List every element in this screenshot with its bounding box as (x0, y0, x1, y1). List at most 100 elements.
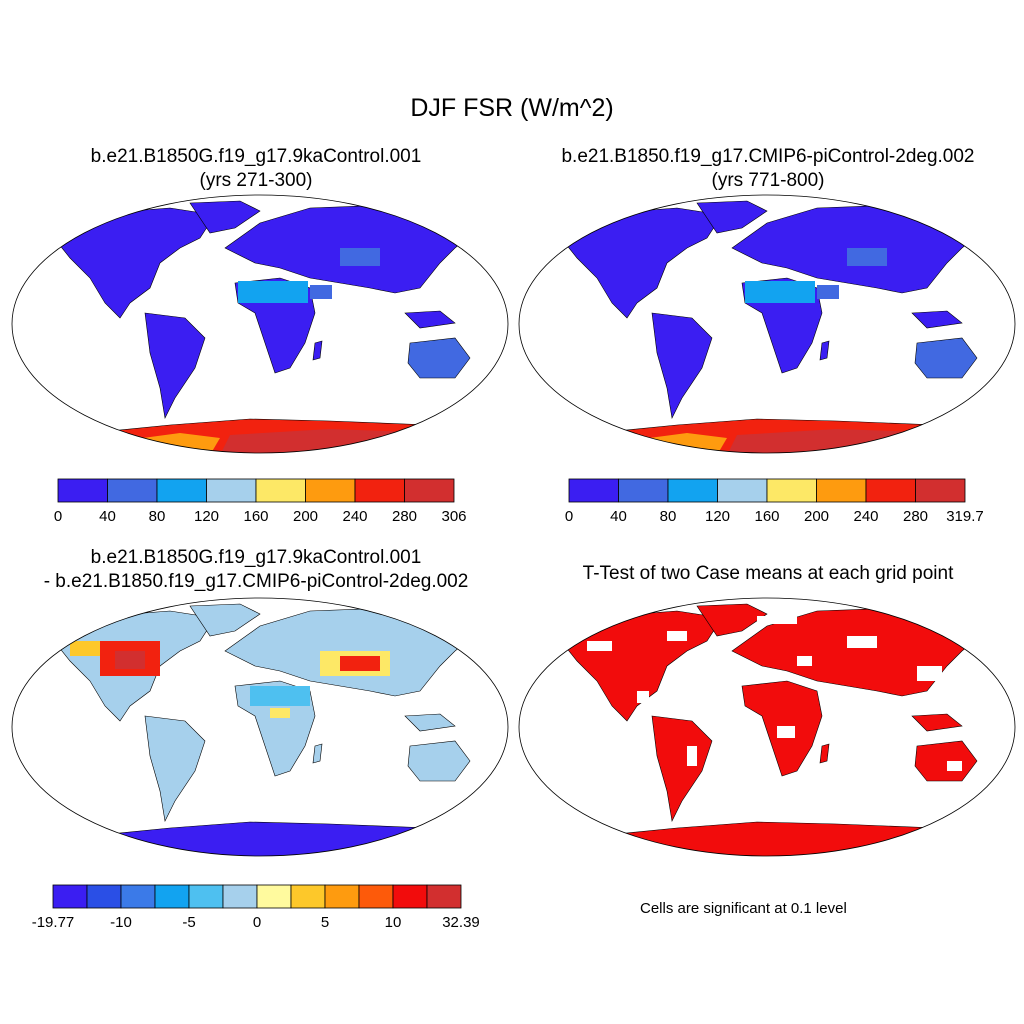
panel2-title: b.e21.B1850.f19_g17.CMIP6-piControl-2deg… (512, 145, 1024, 193)
panel4-title: T-Test of two Case means at each grid po… (512, 562, 1024, 586)
land-greenland (696, 603, 768, 637)
colorbar-box (426, 884, 462, 909)
map-difference (11, 597, 509, 857)
colorbar-box (354, 478, 405, 503)
colorbar-tick-label: 0 (253, 914, 261, 931)
colorbar-box (667, 478, 718, 503)
panel3-title-line2: - b.e21.B1850.f19_g17.CMIP6-piControl-2d… (43, 571, 469, 592)
colorbar-box (404, 478, 455, 503)
nonsignificant-cell (667, 631, 687, 641)
colorbar-tick-label: 120 (705, 508, 730, 525)
colorbar-box (290, 884, 326, 909)
land-northAmerica (49, 207, 216, 319)
colorbar-tick-label: 160 (243, 508, 268, 525)
colorbar-tick-label: 80 (660, 508, 677, 525)
land-madagascar (819, 743, 830, 764)
land-madagascar (312, 340, 323, 361)
colorbar-tick-label: 10 (385, 914, 402, 931)
colorbar-tick-label: 0 (54, 508, 62, 525)
land-greenland (189, 200, 261, 234)
colorbar-box (255, 478, 306, 503)
tibet-patch (847, 248, 887, 266)
map-land-layer (556, 200, 1008, 453)
colorbar-tick-label: 306 (441, 508, 466, 525)
colorbar-box (206, 478, 257, 503)
nonsignificant-cell (847, 636, 877, 648)
colorbar-box (256, 884, 292, 909)
land-greenland (189, 603, 261, 637)
map-border (518, 194, 1016, 454)
colorbar-tick-label: 240 (853, 508, 878, 525)
colorbar-tick-label: 280 (392, 508, 417, 525)
colorbar-tick-label: 319.7 (946, 508, 984, 525)
colorbar-tick-label: 120 (194, 508, 219, 525)
colorbar-tick-label: 280 (903, 508, 928, 525)
africa-yellow-patch (270, 708, 290, 718)
land-australia (407, 740, 471, 782)
colorbar-box (57, 478, 108, 503)
land-indonesia (404, 310, 456, 329)
panel1-title-line2: (yrs 271-300) (199, 170, 313, 191)
nonsignificant-cell (637, 691, 649, 703)
land-greenland (696, 200, 768, 234)
land-northAmerica (556, 610, 723, 722)
colorbar-box (358, 884, 394, 909)
colorbar-box (107, 478, 158, 503)
colorbar-box (865, 478, 916, 503)
colorbar-tick-label: 5 (321, 914, 329, 931)
colorbar-tick-label: 80 (149, 508, 166, 525)
map-case1 (11, 194, 509, 454)
colorbar-box (222, 884, 258, 909)
colorbar-tick-label: 40 (99, 508, 116, 525)
colorbar-box (324, 884, 360, 909)
nonsignificant-cell (947, 761, 962, 771)
panel4-title-line1: T-Test of two Case means at each grid po… (582, 563, 954, 584)
colorbar-tick-label: 40 (610, 508, 627, 525)
panel2-title-line2: (yrs 771-800) (711, 170, 825, 191)
colorbar-tick-label: 240 (342, 508, 367, 525)
land-antarctica (89, 821, 501, 856)
na-yellow-patch (70, 641, 100, 656)
colorbar-tick-label: 160 (754, 508, 779, 525)
land-australia (407, 337, 471, 379)
colorbar-box (154, 884, 190, 909)
land-indonesia (911, 713, 963, 732)
colorbar-tick-label: 0 (565, 508, 573, 525)
land-madagascar (312, 743, 323, 764)
land-australia (914, 740, 978, 782)
nonsignificant-cell (777, 726, 795, 738)
nonsignificant-cell (797, 656, 812, 666)
colorbar-box (766, 478, 817, 503)
map-case2 (518, 194, 1016, 454)
colorbar-case2: 0 40 80 120 160 200 240 280 319.7 (565, 478, 984, 525)
panel3-title-line1: b.e21.B1850G.f19_g17.9kaControl.001 (90, 547, 422, 568)
arabia-patch (817, 285, 839, 299)
colorbar-box (52, 884, 88, 909)
panel1-title-line1: b.e21.B1850G.f19_g17.9kaControl.001 (90, 146, 422, 167)
antarctica-edge (612, 433, 727, 453)
land-indonesia (911, 310, 963, 329)
na-hot-patch (115, 651, 145, 669)
colorbar-box (915, 478, 966, 503)
colorbar-tick-label: 200 (804, 508, 829, 525)
colorbar-tick-label: 200 (293, 508, 318, 525)
map-border (11, 194, 509, 454)
significance-note: Cells are significant at 0.1 level (640, 900, 847, 917)
land-australia (914, 337, 978, 379)
colorbar-box (86, 884, 122, 909)
land-southAmerica (144, 312, 206, 419)
colorbar-box (816, 478, 867, 503)
land-antarctica (596, 821, 1008, 856)
tibet-patch (340, 248, 380, 266)
colorbar-box (392, 884, 428, 909)
colorbar-tick-label: -19.77 (32, 914, 75, 931)
sahara-patch (745, 281, 815, 303)
panel2-title-line1: b.e21.B1850.f19_g17.CMIP6-piControl-2deg… (561, 146, 975, 167)
panel3-title: b.e21.B1850G.f19_g17.9kaControl.001 - b.… (0, 546, 512, 594)
nonsignificant-cell (917, 666, 942, 681)
colorbar-tick-label: 32.39 (442, 914, 480, 931)
panel1-title: b.e21.B1850G.f19_g17.9kaControl.001 (yrs… (0, 145, 512, 193)
colorbar-box (618, 478, 669, 503)
arabia-patch (310, 285, 332, 299)
land-northAmerica (556, 207, 723, 319)
